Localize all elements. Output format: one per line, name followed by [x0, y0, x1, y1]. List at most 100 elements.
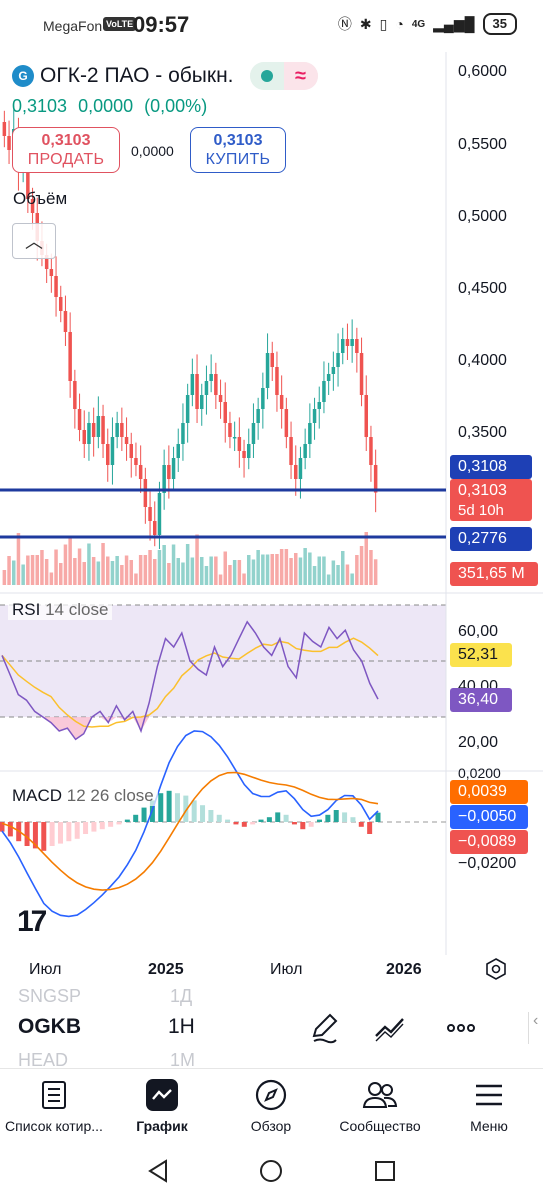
sell-button[interactable]: 0,3103 ПРОДАТЬ: [12, 127, 120, 173]
candle-body: [73, 381, 77, 409]
nav-chart[interactable]: График: [124, 1077, 200, 1134]
back-icon[interactable]: [146, 1159, 170, 1183]
prev-ticker[interactable]: SNGSP: [18, 986, 82, 1006]
symbol-name[interactable]: ОГК-2 ПАО - обыкн.: [40, 64, 234, 87]
volume-bar: [148, 550, 152, 585]
macd-hist-bar: [133, 814, 139, 822]
volume-bar: [355, 555, 359, 585]
price-axis-label: 0,4500: [458, 280, 507, 297]
volume-bar: [30, 555, 35, 585]
last-price-tag-value: 0,3103: [458, 482, 507, 499]
collapse-legend-button[interactable]: ︿: [12, 223, 56, 259]
volume-bar: [171, 544, 176, 585]
macd-name: MACD: [12, 786, 63, 805]
trend-tools-icon[interactable]: [372, 1010, 408, 1046]
status-icons: Ⓝ ✱ ▯ ◔ 4G ▂▄▆█ 35: [338, 13, 517, 35]
macd-hist-bar: [241, 822, 247, 827]
nav-overview[interactable]: Обзор: [236, 1077, 306, 1134]
candles: [2, 109, 378, 549]
macd-hist-bar: [300, 822, 306, 830]
volume-bar: [40, 550, 44, 585]
expand-toolbar-chevron-icon[interactable]: ‹: [528, 1012, 543, 1044]
macd-hist-bar: [183, 795, 189, 822]
rsi-legend[interactable]: RSI 14 close: [8, 600, 113, 620]
volume-bar: [289, 558, 293, 585]
nav-community[interactable]: Сообщество: [330, 1077, 430, 1134]
macd-hist-bar: [200, 805, 206, 822]
rsi-ma-line: [1, 637, 379, 728]
bluetooth-icon: ✱: [359, 15, 372, 32]
chart-svg[interactable]: [0, 52, 543, 987]
sell-label: ПРОДАТЬ: [27, 151, 105, 168]
buy-button[interactable]: 0,3103 КУПИТЬ: [190, 127, 286, 173]
candle-body: [214, 374, 218, 395]
candle-body: [308, 423, 312, 444]
candle-body: [369, 437, 373, 465]
rsi-value-tag: 36,40: [450, 688, 512, 712]
volume-bar: [115, 556, 119, 585]
chart-area[interactable]: [0, 52, 543, 987]
candle-body: [77, 409, 82, 430]
time-axis-label: 2025: [148, 961, 184, 978]
nav-menu[interactable]: Меню: [462, 1077, 516, 1134]
volume-bar: [326, 574, 331, 585]
status-bar: MegaFon VoLTE 09:57 Ⓝ ✱ ▯ ◔ 4G ▂▄▆█ 35: [0, 0, 543, 52]
more-options-icon[interactable]: [443, 1010, 479, 1046]
candle-body: [275, 367, 279, 395]
next-ticker[interactable]: HEAD: [18, 1050, 69, 1070]
chart-settings-icon[interactable]: [485, 958, 507, 980]
chart-icon: [146, 1079, 178, 1111]
wave-icon[interactable]: ≈: [283, 62, 318, 90]
volume-bar: [26, 555, 30, 585]
quote-line: 0,3103 0,0000 (0,00%): [12, 96, 213, 117]
macd-hist-bar: [358, 822, 364, 827]
macd-hist-bar: [283, 814, 289, 822]
time-axis[interactable]: Июл 2025 Июл 2026: [0, 955, 543, 987]
symbol-header[interactable]: G ОГК-2 ПАО - обыкн. ≈: [12, 62, 318, 90]
nav-watchlist[interactable]: Список котир...: [2, 1077, 106, 1134]
tradingview-logo[interactable]: 17: [17, 905, 47, 938]
volume-bar: [21, 564, 25, 585]
candle-body: [237, 437, 242, 451]
volume-label: Объём: [13, 189, 68, 208]
price-axis-label: 0,4000: [458, 352, 507, 369]
current-timeframe[interactable]: 1H: [168, 1015, 195, 1038]
candle-body: [26, 164, 30, 199]
rsi-name: RSI: [12, 600, 41, 619]
volume-bar: [298, 557, 303, 585]
nav-label: График: [136, 1118, 188, 1134]
candle-body: [331, 367, 336, 374]
volume-bar: [261, 554, 265, 585]
macd-legend[interactable]: MACD 12 26 close: [8, 786, 158, 806]
macd-hist-bar: [317, 819, 323, 822]
home-icon[interactable]: [259, 1159, 283, 1183]
candle-body: [284, 409, 289, 437]
volume-bar: [124, 555, 129, 585]
prev-timeframe[interactable]: 1Д: [170, 986, 193, 1006]
volume-bar: [35, 555, 39, 585]
volume-bar: [303, 548, 307, 585]
macd-hist-bar: [375, 812, 381, 822]
time-axis-label: Июл: [270, 961, 303, 978]
next-timeframe[interactable]: 1M: [170, 1050, 196, 1070]
symbol-status-pills[interactable]: ≈: [249, 62, 318, 90]
candle-body: [242, 451, 246, 458]
candle-body: [261, 388, 265, 409]
recents-icon[interactable]: [373, 1159, 397, 1183]
price-axis-label: 0,6000: [458, 63, 507, 80]
candle-body: [218, 395, 223, 402]
volume-bar: [68, 535, 72, 585]
candle-body: [148, 507, 152, 521]
volume-bar: [96, 561, 101, 585]
volume-bar: [157, 550, 162, 585]
volume-bar: [190, 557, 195, 585]
volume-bar: [270, 554, 274, 585]
current-ticker[interactable]: OGKB: [18, 1015, 81, 1038]
nav-label: Меню: [470, 1118, 508, 1134]
volume-bar: [209, 556, 213, 585]
macd-hist-bar: [308, 822, 314, 827]
pencil-icon[interactable]: [306, 1010, 342, 1046]
macd-hist-bar: [116, 822, 122, 825]
market-status-icon[interactable]: [249, 62, 284, 90]
macd-hist-bar: [99, 822, 105, 830]
